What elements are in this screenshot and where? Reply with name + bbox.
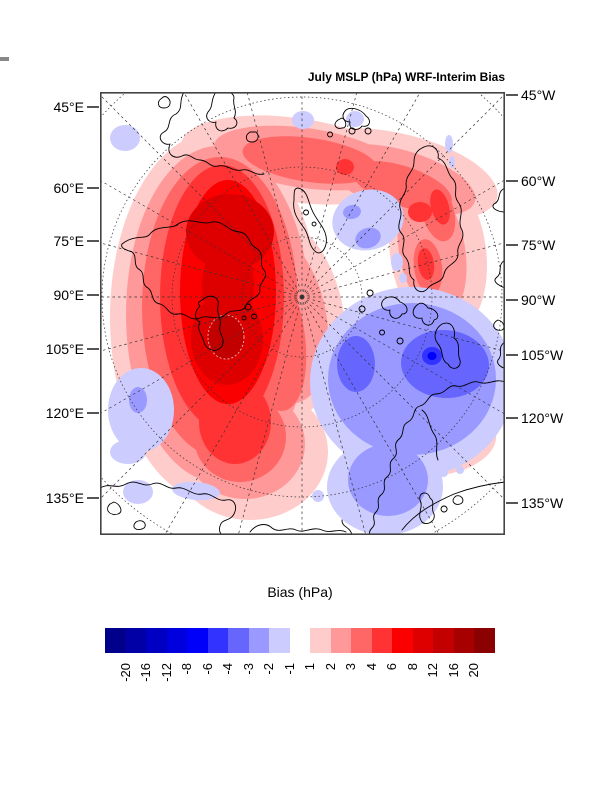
- right-axis-tick: [506, 299, 518, 301]
- colorbar-segment: [125, 628, 147, 653]
- colorbar-tick-label: 3: [343, 663, 359, 671]
- left-axis-label: 90°E: [53, 287, 84, 303]
- colorbar-tick-label: -1: [281, 663, 297, 675]
- colorbar: [105, 628, 495, 653]
- colorbar-tick-label: 4: [363, 663, 379, 671]
- colorbar-tick-label: 20: [466, 663, 482, 678]
- right-axis-tick: [506, 502, 518, 504]
- left-axis-tick: [87, 497, 99, 499]
- colorbar-segment: [187, 628, 208, 653]
- left-axis-tick: [87, 187, 99, 189]
- right-axis-label: 75°W: [521, 237, 556, 253]
- left-axis-label: 45°E: [53, 99, 84, 115]
- colorbar-tick-label: -6: [199, 663, 215, 675]
- colorbar-tick-label: -20: [117, 663, 133, 682]
- right-axis-label: 120°W: [521, 410, 564, 426]
- bias-contour-fills: [108, 111, 505, 535]
- colorbar-segment: [310, 628, 331, 653]
- colorbar-segment: [207, 628, 229, 653]
- colorbar-tick-label: -2: [261, 663, 277, 675]
- colorbar-segment: [330, 628, 352, 653]
- colorbar-segment: [412, 628, 434, 653]
- colorbar-segment: [228, 628, 249, 653]
- colorbar-segment: [433, 628, 454, 653]
- colorbar-tick-label: -3: [240, 663, 256, 675]
- graticule-group: [100, 92, 505, 535]
- left-axis-tick: [87, 294, 99, 296]
- colorbar-segment: [474, 628, 495, 653]
- right-axis-tick: [506, 180, 518, 182]
- right-axis-label: 105°W: [521, 347, 564, 363]
- colorbar-segment: [248, 628, 270, 653]
- left-axis-label: 105°E: [45, 341, 84, 357]
- right-axis-label: 60°W: [521, 173, 556, 189]
- colorbar-segment: [269, 628, 290, 653]
- map-frame-border: [100, 92, 505, 535]
- colorbar-tick-label: -8: [179, 663, 195, 675]
- left-axis-tick: [87, 412, 99, 414]
- right-axis-label: 90°W: [521, 292, 556, 308]
- colorbar-segment: [166, 628, 188, 653]
- colorbar-tick-label: 2: [322, 663, 338, 671]
- right-axis-tick: [506, 244, 518, 246]
- colorbar-segment: [146, 628, 167, 653]
- colorbar-tick-label: -12: [158, 663, 174, 682]
- colorbar-segment: [351, 628, 372, 653]
- colorbar-segment: [453, 628, 475, 653]
- right-axis-label: 45°W: [521, 87, 556, 103]
- colorbar-segment: [371, 628, 393, 653]
- map-plot-area: [100, 92, 505, 535]
- colorbar-segment: [105, 628, 126, 653]
- left-axis-label: 135°E: [45, 490, 84, 506]
- right-axis-tick: [506, 94, 518, 96]
- bias-map: [100, 92, 505, 535]
- coastline-group: [100, 92, 505, 535]
- colorbar-tick-label: 12: [425, 663, 441, 678]
- colorbar-tick-label: 1: [302, 663, 318, 671]
- left-axis-label: 60°E: [53, 180, 84, 196]
- page-edge-mark: [0, 57, 9, 61]
- colorbar-tick-label: -16: [138, 663, 154, 682]
- left-axis-tick: [87, 240, 99, 242]
- right-axis-tick: [506, 354, 518, 356]
- map-title: July MSLP (hPa) WRF-Interim Bias: [307, 70, 505, 84]
- colorbar-tick-label: -4: [220, 663, 236, 675]
- left-axis-tick: [87, 106, 99, 108]
- colorbar-tick-label: 8: [404, 663, 420, 671]
- left-axis-label: 75°E: [53, 233, 84, 249]
- right-axis-label: 135°W: [521, 495, 564, 511]
- colorbar-segment: [289, 628, 311, 653]
- max-bias-core-outline: [207, 314, 245, 360]
- left-axis-label: 120°E: [45, 405, 84, 421]
- colorbar-tick-label: 16: [445, 663, 461, 678]
- colorbar-title: Bias (hPa): [267, 584, 333, 600]
- colorbar-tick-label: 6: [384, 663, 400, 671]
- colorbar-segment: [392, 628, 413, 653]
- left-axis-tick: [87, 348, 99, 350]
- right-axis-tick: [506, 417, 518, 419]
